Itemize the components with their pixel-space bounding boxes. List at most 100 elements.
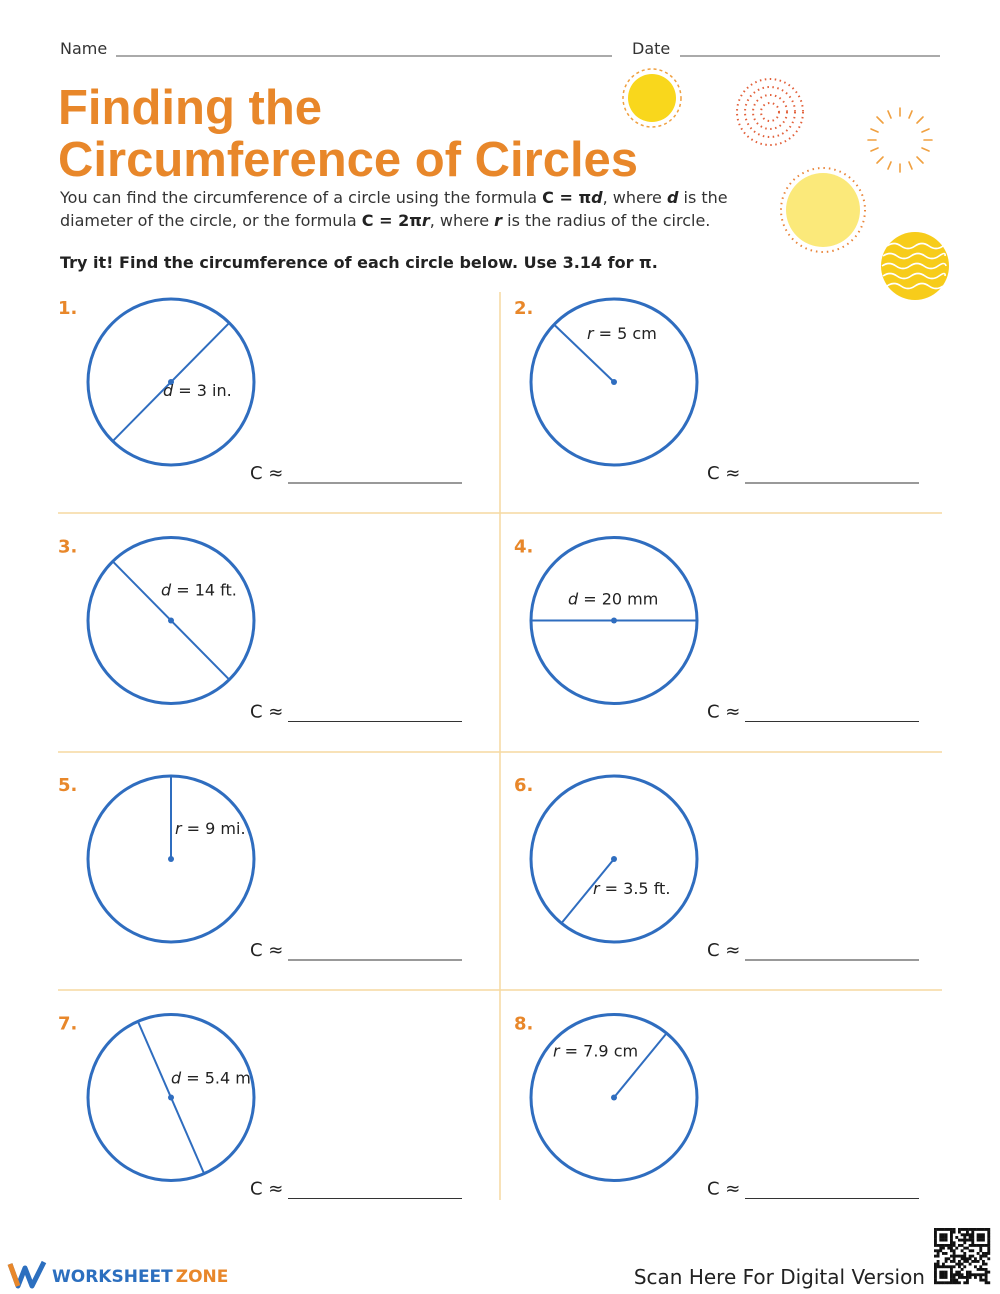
qr-cell xyxy=(950,1254,953,1258)
qr-cell xyxy=(934,1228,937,1231)
radius xyxy=(613,1032,668,1099)
answer-label: C ≈ xyxy=(250,463,283,484)
qr-cell xyxy=(939,1273,943,1277)
qr-cell xyxy=(934,1270,937,1274)
qr-cell xyxy=(974,1244,977,1247)
qr-cell xyxy=(966,1260,969,1263)
qr-cell xyxy=(987,1249,991,1253)
qr-cell xyxy=(950,1273,953,1277)
qr-cell xyxy=(971,1273,975,1277)
qr-cell xyxy=(984,1254,988,1258)
measure-value: = 5.4 m xyxy=(181,1069,251,1088)
qr-cell xyxy=(987,1238,991,1242)
qr-cell xyxy=(936,1252,940,1255)
qr-cell xyxy=(955,1254,959,1258)
qr-cell xyxy=(960,1262,964,1266)
qr-cell xyxy=(934,1236,937,1239)
qr-cell xyxy=(939,1270,943,1274)
qr-cell xyxy=(966,1233,969,1237)
qr-cell xyxy=(979,1265,983,1269)
center-dot xyxy=(611,617,617,624)
brand-part: WORKSHEET xyxy=(52,1267,173,1287)
measure-value: = 9 mi. xyxy=(182,819,246,838)
qr-cell xyxy=(987,1230,991,1234)
answer-label: C ≈ xyxy=(707,702,740,723)
center-dot xyxy=(168,379,174,385)
qr-cell xyxy=(944,1265,948,1269)
qr-cell xyxy=(944,1233,948,1237)
qr-cell xyxy=(960,1244,964,1247)
qr-cell xyxy=(982,1268,985,1271)
problem-number: 5. xyxy=(58,775,77,796)
qr-cell xyxy=(966,1238,969,1242)
qr-cell xyxy=(974,1228,977,1231)
intro-text: , where xyxy=(430,211,494,230)
circle xyxy=(86,297,256,467)
qr-cell xyxy=(982,1244,985,1247)
center-dot xyxy=(168,1094,174,1101)
qr-cell xyxy=(947,1265,951,1269)
qr-cell xyxy=(942,1238,945,1242)
qr-cell xyxy=(947,1257,951,1261)
qr-cell xyxy=(968,1262,972,1266)
qr-cell xyxy=(960,1233,964,1237)
qr-cell xyxy=(976,1238,980,1242)
qr-cell xyxy=(947,1244,951,1247)
qr-cell xyxy=(976,1268,980,1271)
qr-cell xyxy=(971,1230,975,1234)
answer-label: C ≈ xyxy=(707,940,740,961)
date-label: Date xyxy=(632,39,670,58)
qr-cell xyxy=(960,1257,964,1261)
qr-cell xyxy=(966,1270,969,1274)
radius xyxy=(553,324,615,383)
qr-cell xyxy=(968,1257,972,1261)
problem-number: 6. xyxy=(514,775,533,796)
qr-cell xyxy=(966,1278,969,1282)
qr-cell xyxy=(966,1281,969,1285)
problem-number: 7. xyxy=(58,1014,77,1035)
qr-cell xyxy=(963,1276,967,1279)
logo xyxy=(7,1260,47,1289)
qr-cell xyxy=(968,1244,972,1247)
qr-cell xyxy=(960,1268,964,1271)
qr-cell xyxy=(958,1281,961,1285)
qr-cell xyxy=(982,1238,985,1242)
qr-cell xyxy=(984,1228,988,1231)
qr-cell xyxy=(979,1236,983,1239)
qr-cell xyxy=(934,1249,937,1253)
qr-cell xyxy=(968,1238,972,1242)
qr-cell xyxy=(974,1265,977,1269)
measure-label: d = 3 in. xyxy=(163,381,232,400)
answer-label: C ≈ xyxy=(707,1179,740,1200)
qr-cell xyxy=(968,1233,972,1237)
qr-cell xyxy=(987,1228,991,1231)
qr-cell xyxy=(934,1238,937,1242)
qr-cell xyxy=(958,1262,961,1266)
qr-cell xyxy=(950,1238,953,1242)
qr-cell xyxy=(963,1246,967,1250)
qr-cell xyxy=(934,1268,937,1271)
qr-cell xyxy=(968,1270,972,1274)
measure-var: d xyxy=(171,1069,182,1088)
qr-cell xyxy=(979,1278,983,1282)
qr-cell xyxy=(979,1244,983,1247)
qr-cell xyxy=(963,1265,967,1269)
measure-value: = 7.9 cm xyxy=(560,1042,639,1061)
qr-cell xyxy=(987,1270,991,1274)
answer-label: C ≈ xyxy=(250,702,283,723)
qr-cell xyxy=(934,1241,937,1245)
center-dot xyxy=(611,1094,617,1101)
qr-cell xyxy=(942,1276,945,1279)
grid-dividers xyxy=(58,292,942,1200)
qr-cell xyxy=(934,1278,937,1282)
qr-cell xyxy=(971,1238,975,1242)
qr-cell xyxy=(952,1278,956,1282)
qr-cell xyxy=(984,1252,988,1255)
center-dot xyxy=(611,856,617,862)
qr-cell xyxy=(955,1246,959,1250)
qr-cell xyxy=(958,1254,961,1258)
qr-cell xyxy=(944,1276,948,1279)
qr-code xyxy=(934,1228,991,1285)
qr-cell xyxy=(950,1270,953,1274)
qr-cell xyxy=(984,1281,988,1285)
